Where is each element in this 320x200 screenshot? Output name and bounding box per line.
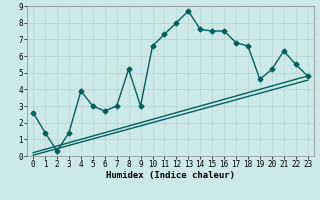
X-axis label: Humidex (Indice chaleur): Humidex (Indice chaleur) (106, 171, 235, 180)
